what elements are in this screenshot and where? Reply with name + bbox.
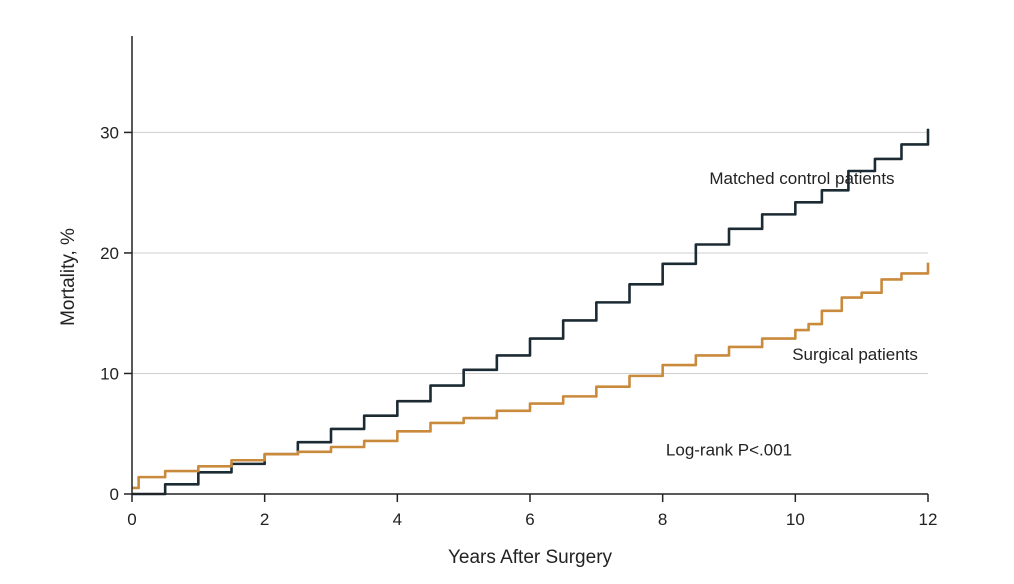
x-axis-title: Years After Surgery — [448, 547, 613, 568]
series-lines — [132, 128, 930, 496]
x-tick-label-2: 2 — [260, 510, 269, 529]
y-tick-label-0: 0 — [110, 485, 119, 504]
x-tick-label-12: 12 — [919, 510, 938, 529]
y-tick-label-30: 30 — [100, 123, 119, 142]
y-tick-label-20: 20 — [100, 244, 119, 263]
ticks: 0 2 4 6 8 10 12 0 10 20 30 — [100, 123, 937, 529]
series-line-surgical-patients — [132, 262, 930, 490]
annotation-2: Log-rank P<.001 — [666, 440, 792, 459]
x-tick-label-6: 6 — [525, 510, 534, 529]
annotation-0: Matched control patients — [709, 169, 894, 188]
x-tick-label-8: 8 — [658, 510, 667, 529]
annotation-1: Surgical patients — [792, 345, 918, 364]
y-axis-title: Mortality, % — [58, 228, 79, 326]
x-tick-label-0: 0 — [127, 510, 136, 529]
gridlines — [132, 131, 928, 374]
x-tick-label-10: 10 — [786, 510, 805, 529]
annotations: Matched control patients Surgical patient… — [666, 169, 918, 459]
axes — [131, 36, 928, 495]
x-tick-label-4: 4 — [393, 510, 402, 529]
y-tick-label-10: 10 — [100, 364, 119, 383]
